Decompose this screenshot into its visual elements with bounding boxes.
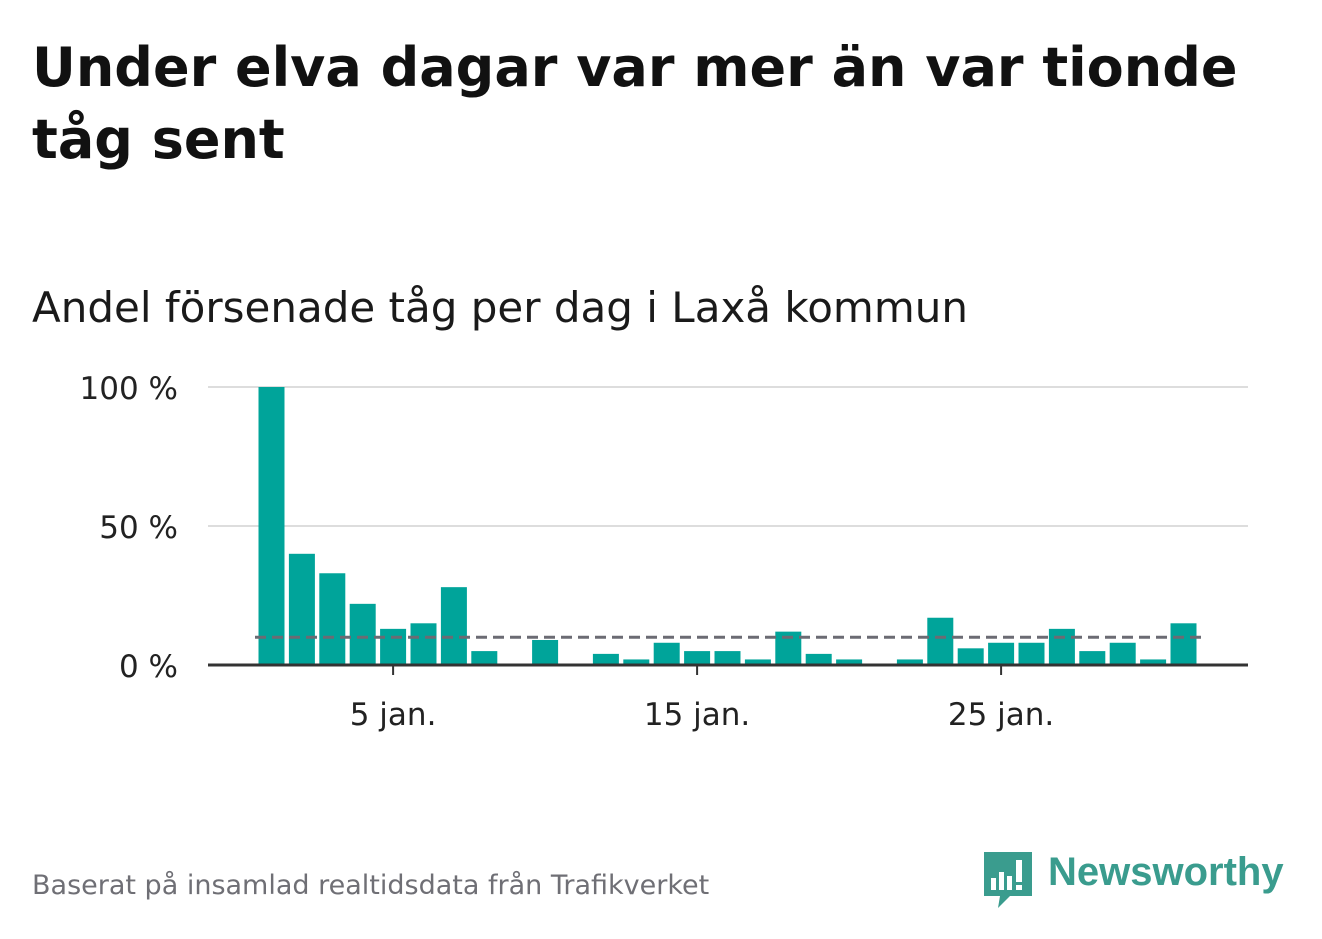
bar xyxy=(319,573,346,665)
bar xyxy=(714,651,741,665)
bar xyxy=(258,387,285,665)
grid-lines xyxy=(208,386,1248,527)
bar xyxy=(1140,659,1167,665)
bar xyxy=(744,659,771,665)
bar xyxy=(288,553,315,665)
bar xyxy=(927,617,954,665)
bar xyxy=(957,648,984,665)
bar xyxy=(440,587,467,665)
bar xyxy=(1170,623,1197,665)
bar xyxy=(1018,642,1045,665)
newsworthy-logo: Newsworthy xyxy=(980,848,1300,912)
chart-subtitle: Andel försenade tåg per dag i Laxå kommu… xyxy=(32,283,968,332)
newsworthy-logo-icon xyxy=(984,852,1032,908)
bar xyxy=(1048,628,1075,665)
bar xyxy=(805,653,832,665)
bar xyxy=(988,642,1015,665)
y-tick-label: 50 % xyxy=(99,510,178,546)
bar-chart: 0 % 50 % 100 % 5 jan. 15 jan. 25 jan. xyxy=(80,371,1248,733)
bar xyxy=(349,603,376,665)
bar xyxy=(471,651,498,665)
bar xyxy=(653,642,680,665)
chart-title: Under elva dagar var mer än var tionde t… xyxy=(32,36,1238,171)
bar xyxy=(684,651,711,665)
bar xyxy=(380,628,407,665)
x-axis-labels: 5 jan. 15 jan. 25 jan. xyxy=(350,697,1055,733)
bar xyxy=(836,659,863,665)
bars xyxy=(258,387,1197,665)
bar xyxy=(623,659,650,665)
y-axis-labels: 0 % 50 % 100 % xyxy=(80,371,178,685)
bar xyxy=(1109,642,1136,665)
bar xyxy=(532,639,559,665)
source-note: Baserat på insamlad realtidsdata från Tr… xyxy=(32,870,710,901)
bar xyxy=(1079,651,1106,665)
bar xyxy=(592,653,619,665)
x-tick-label: 15 jan. xyxy=(644,697,750,733)
x-axis xyxy=(208,663,1248,675)
y-tick-label: 100 % xyxy=(80,371,178,407)
y-tick-label: 0 % xyxy=(119,649,178,685)
bar xyxy=(410,623,437,665)
newsworthy-logo-text: Newsworthy xyxy=(1048,850,1284,894)
x-tick-label: 5 jan. xyxy=(350,697,437,733)
bar xyxy=(896,659,923,665)
x-tick-label: 25 jan. xyxy=(948,697,1054,733)
